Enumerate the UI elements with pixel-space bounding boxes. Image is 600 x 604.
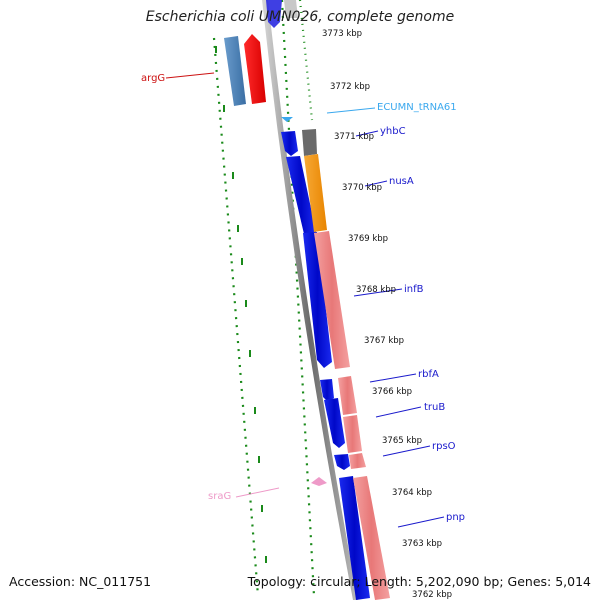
tick-label: 3771 kbp <box>334 132 374 142</box>
tick-label: 3763 kbp <box>402 539 442 549</box>
gene-infB-outer[interactable] <box>314 231 350 369</box>
label-argG[interactable]: argG <box>141 73 165 84</box>
label-trna[interactable]: ECUMN_tRNA61 <box>377 102 457 113</box>
accession-text: Accession: NC_011751 <box>9 574 152 589</box>
tick-label: 3770 kbp <box>342 183 382 193</box>
gene-nusA-inner[interactable] <box>286 156 316 234</box>
label-nusA[interactable]: nusA <box>389 176 414 187</box>
gene-nusA-outer[interactable] <box>304 154 327 232</box>
gene-yhbC-inner[interactable] <box>281 131 298 156</box>
label-yhbC[interactable]: yhbC <box>380 126 406 137</box>
gene-trna[interactable] <box>281 117 293 122</box>
label-sraG[interactable]: sraG <box>208 491 231 502</box>
tick-label: 3762 kbp <box>412 590 452 600</box>
gc-dotted-track <box>212 0 316 597</box>
label-rpsO[interactable]: rpsO <box>432 441 456 452</box>
tick-label: 3773 kbp <box>322 29 362 39</box>
gene-pnp-inner[interactable] <box>339 476 370 600</box>
tick-label: 3765 kbp <box>382 436 422 446</box>
gc-dash-marks <box>215 46 267 563</box>
genome-stats-text: Topology: circular; Length: 5,202,090 bp… <box>247 574 591 589</box>
top-partial-features <box>266 0 298 28</box>
label-pnp[interactable]: pnp <box>446 512 465 523</box>
tick-label: 3772 kbp <box>330 82 370 92</box>
gene-sraG[interactable] <box>311 477 327 486</box>
gene-yhbC-outer[interactable] <box>302 129 317 156</box>
label-truB[interactable]: truB <box>424 402 445 413</box>
label-infB[interactable]: infB <box>404 284 424 295</box>
tick-label: 3769 kbp <box>348 234 388 244</box>
gene-truB-outer[interactable] <box>343 415 362 453</box>
map-title: Escherichia coli UMN026, complete genome <box>145 9 455 25</box>
label-leaders <box>165 72 445 528</box>
gene-infB-inner[interactable] <box>303 232 332 368</box>
gene-labels: argG ECUMN_tRNA61 yhbC nusA infB rbfA tr… <box>141 73 465 523</box>
gene-rbfA-inner[interactable] <box>320 379 334 402</box>
tick-label: 3767 kbp <box>364 336 404 346</box>
tick-labels: 3773 kbp 3772 kbp 3771 kbp 3770 kbp 3769… <box>322 29 452 600</box>
outer-strand-genes <box>302 129 390 600</box>
tick-label: 3768 kbp <box>356 285 396 295</box>
tick-label: 3766 kbp <box>372 387 412 397</box>
gene-rpsO-outer[interactable] <box>349 453 366 469</box>
inner-strand-genes <box>281 131 370 600</box>
gene-argG[interactable] <box>224 34 266 106</box>
gene-rbfA-outer[interactable] <box>338 376 357 415</box>
label-rbfA[interactable]: rbfA <box>418 369 439 380</box>
gene-pnp-outer[interactable] <box>353 476 390 600</box>
gene-truB-inner[interactable] <box>324 398 345 448</box>
gene-rpsO-inner[interactable] <box>334 454 350 470</box>
tick-label: 3764 kbp <box>392 488 432 498</box>
